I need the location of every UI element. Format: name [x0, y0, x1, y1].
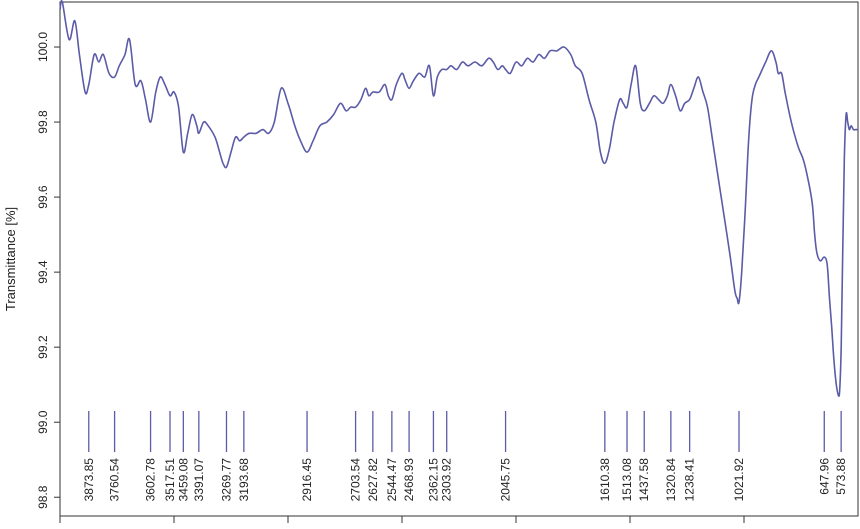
- peak-label: 3873.85: [82, 458, 96, 502]
- peak-label: 3193.68: [237, 458, 251, 502]
- x-axis: [59, 516, 745, 523]
- peak-label: 1513.08: [620, 458, 634, 502]
- y-tick-label: 98.8: [36, 485, 50, 509]
- y-tick-label: 99.6: [36, 185, 50, 209]
- peak-label: 2627.82: [366, 458, 380, 502]
- y-tick-label: 99.4: [36, 260, 50, 284]
- peak-label: 1238.41: [683, 458, 697, 502]
- peak-label: 2362.15: [426, 458, 440, 502]
- plot-frame: [59, 1, 859, 517]
- peak-label: 3391.07: [192, 458, 206, 502]
- series-group: [59, 0, 858, 397]
- peak-label: 2916.45: [300, 458, 314, 502]
- peak-label: 2544.47: [385, 458, 399, 502]
- peak-label: 1610.38: [598, 458, 612, 502]
- peak-label: 2045.75: [499, 458, 513, 502]
- peak-label: 1320.84: [664, 458, 678, 502]
- peak-label: 573.88: [834, 458, 848, 495]
- peak-label: 3760.54: [108, 458, 122, 502]
- peak-label: 647.96: [817, 458, 831, 495]
- peak-label: 3269.77: [219, 458, 233, 502]
- peak-label: 3517.51: [163, 458, 177, 502]
- peak-markers: 3873.85 3760.54 3602.78 3517.51 3459.08 3391.…: [82, 411, 848, 501]
- y-axis: 98.8 99.0 99.2 99.4 99.6 99.8 100.0: [36, 32, 60, 509]
- y-tick-label: 100.0: [36, 32, 50, 62]
- peak-label: 3459.08: [176, 458, 190, 502]
- spectrum-line: [59, 0, 858, 397]
- peak-label: 2703.54: [349, 458, 363, 502]
- peak-label: 2303.92: [440, 458, 454, 502]
- peak-label: 2468.93: [402, 458, 416, 502]
- y-tick-label: 99.0: [36, 410, 50, 434]
- y-axis-label: Transmittance [%]: [3, 207, 18, 311]
- y-tick-label: 99.2: [36, 335, 50, 359]
- peak-label: 3602.78: [144, 458, 158, 502]
- y-tick-label: 99.8: [36, 110, 50, 134]
- peak-label: 1437.58: [637, 458, 651, 502]
- peak-label: 1021.92: [732, 458, 746, 502]
